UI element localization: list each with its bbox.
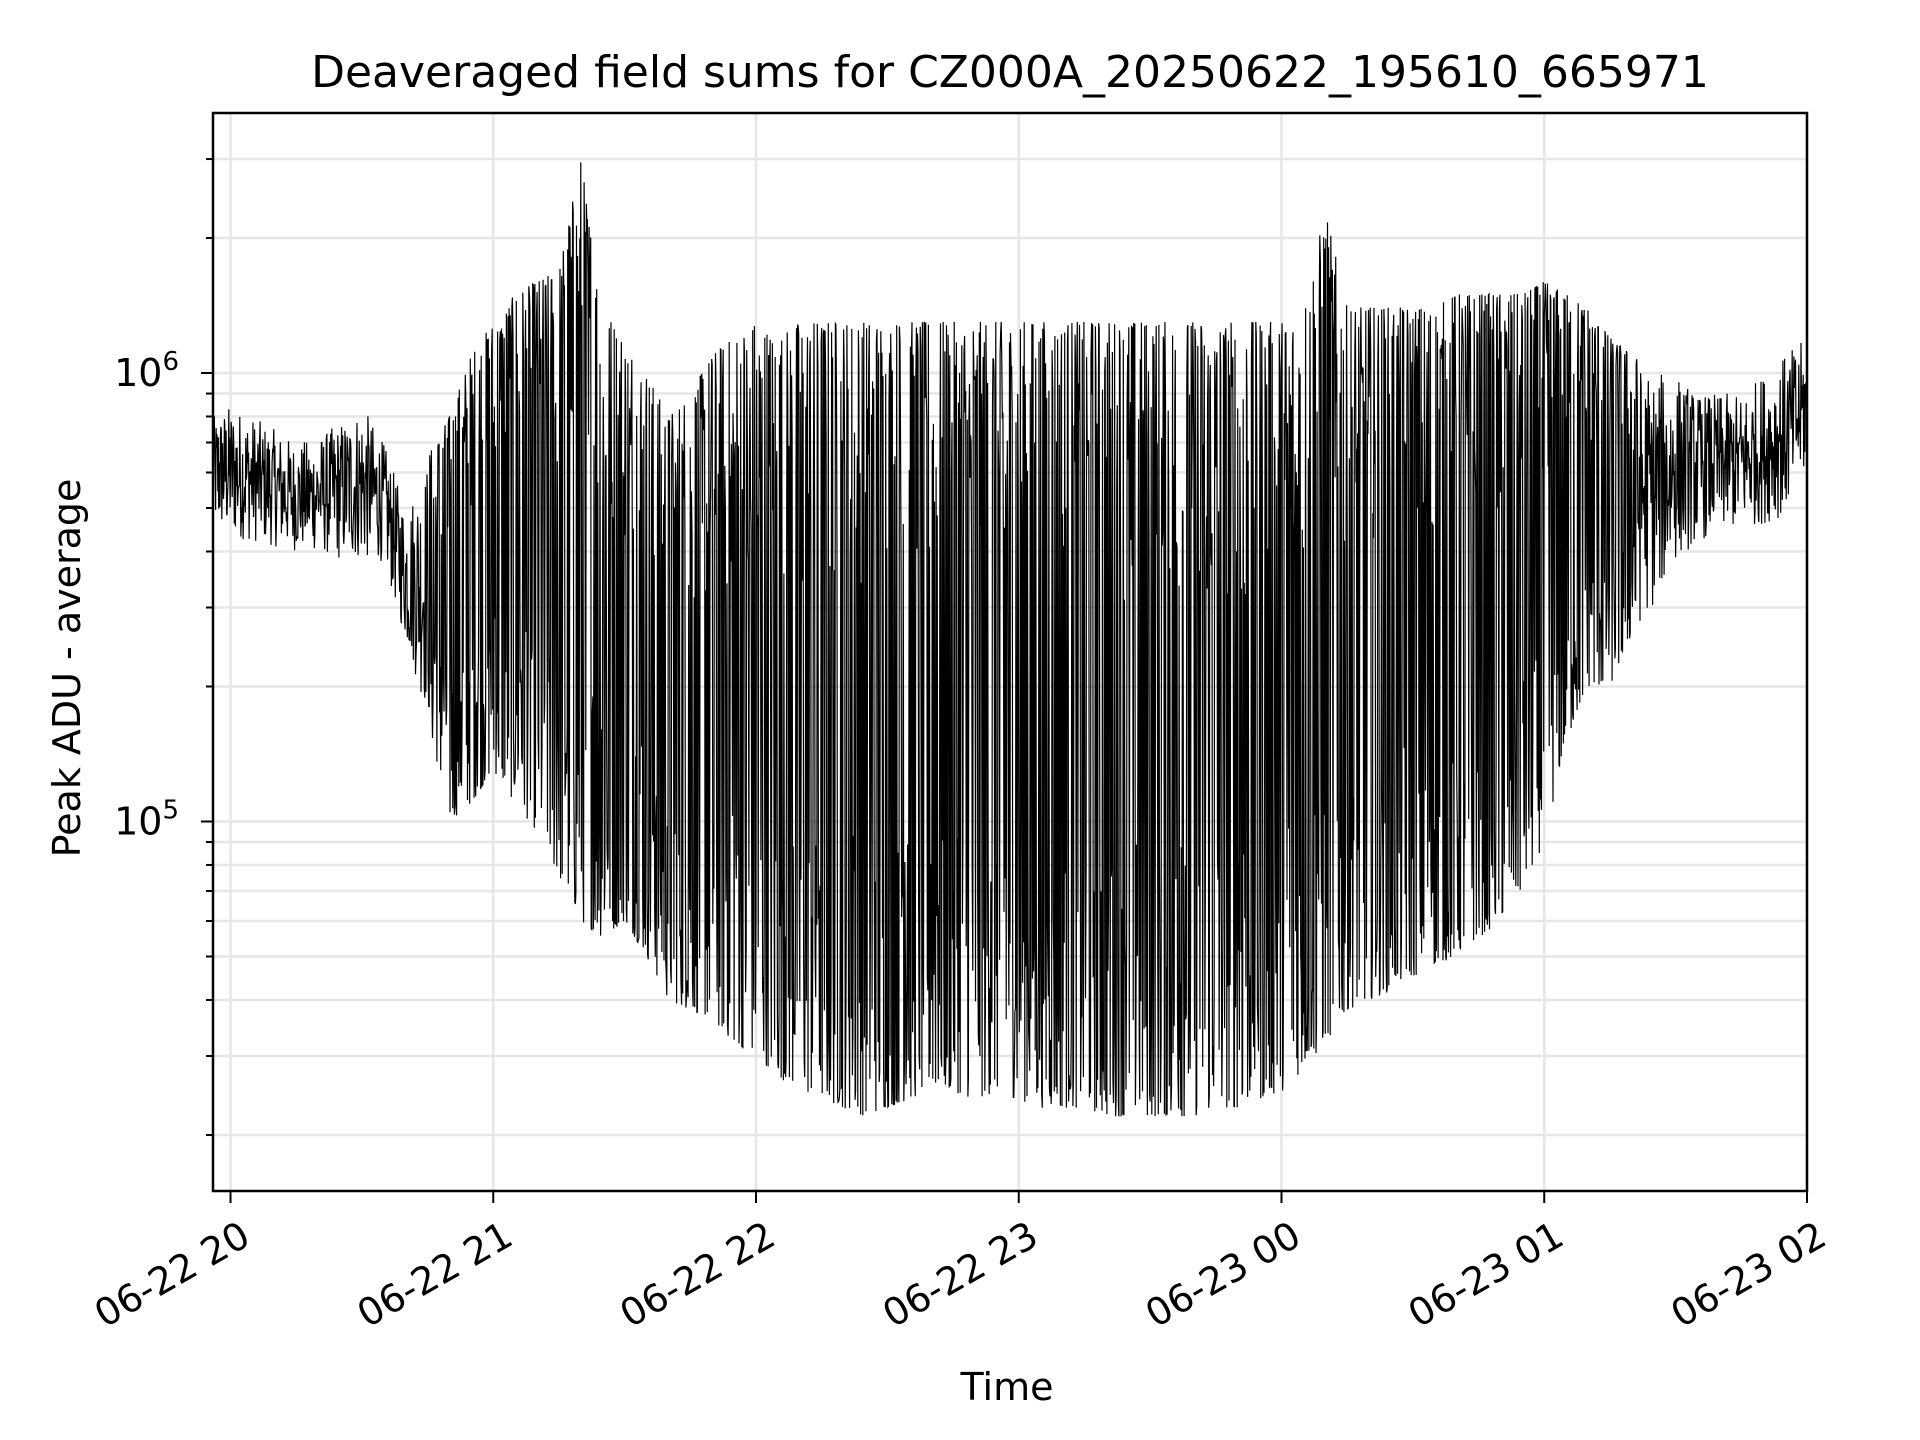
x-tick-label: 06-23 01 [1401,1213,1571,1337]
plot-frame [211,111,1809,1193]
series-line [212,162,1808,1117]
x-tick-label: 06-23 02 [1664,1213,1834,1337]
x-tick-label: 06-22 23 [875,1213,1045,1337]
y-axis: 105 106 [114,158,213,1136]
x-tick-label: 06-22 21 [350,1213,520,1337]
series-layer [212,162,1808,1117]
chart-title: Deaveraged field sums for CZ000A_2025062… [311,47,1709,98]
x-tick-label: 06-22 20 [87,1213,257,1337]
x-axis: 06-22 20 06-22 21 06-22 22 06-22 23 06-23 00… [87,1191,1834,1337]
y-tick-label: 106 [114,347,179,395]
x-tick-label: 06-23 00 [1138,1213,1308,1337]
y-tick-label: 105 [114,795,179,843]
y-axis-label: Peak ADU - average [45,479,89,858]
x-axis-label: Time [960,1365,1054,1409]
x-tick-label: 06-22 22 [613,1213,783,1337]
